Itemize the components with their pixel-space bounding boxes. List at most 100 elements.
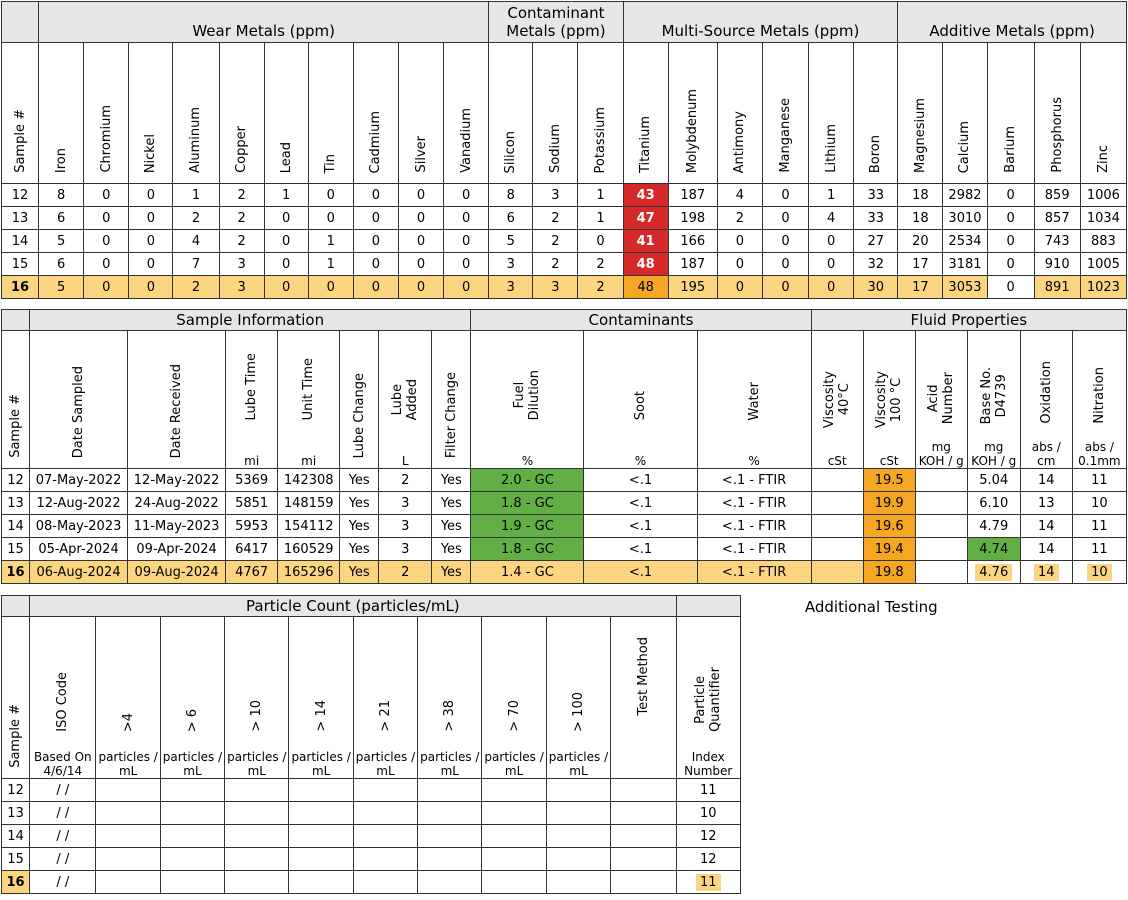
cell-empty xyxy=(481,824,547,848)
cell-fuel: 1.9 - GC xyxy=(470,514,585,538)
cell-lube-time: 5851 xyxy=(225,491,279,515)
cell-lube-change: Yes xyxy=(339,514,380,538)
cell-base: 6.10 xyxy=(966,491,1021,515)
cell: 2 xyxy=(532,229,579,253)
cell-empty xyxy=(417,778,483,802)
header-size-0: >4 particles / mL xyxy=(95,616,161,779)
cell-soot: <.1 xyxy=(583,491,698,515)
cell-empty xyxy=(288,847,354,871)
cell: 0 xyxy=(761,275,810,299)
header-label: Magnesium xyxy=(912,98,928,173)
cell: 4 xyxy=(172,229,220,253)
table-row: 14 5 0 0 4 2 0 1 0 0 0 5 2 0 41 166 0 0 0 27 20 2534 0 743 883 xyxy=(0,229,1128,253)
header-size-4: > 21 particles / mL xyxy=(352,616,419,779)
cell: 18 xyxy=(897,183,944,207)
cell-visc100: 19.5 xyxy=(862,468,916,492)
cell-unit-time: 154112 xyxy=(277,514,341,538)
cell-soot: <.1 xyxy=(583,537,698,561)
cell: 1023 xyxy=(1079,275,1128,299)
header-lube-added-unit: L xyxy=(401,454,409,468)
header-particle-quantifier-line: Particle xyxy=(693,675,709,724)
header-water-unit: % xyxy=(748,454,760,468)
cell: 2982 xyxy=(942,183,988,207)
header-manganese: Manganese xyxy=(761,42,810,184)
header-size-6-line: > 70 xyxy=(506,700,522,732)
header-tin: Tin xyxy=(307,42,354,184)
header-lube-added: Lube Added L xyxy=(378,330,433,469)
cell: 0 xyxy=(307,206,354,230)
header-size-6: > 70 particles / mL xyxy=(481,616,547,779)
cell-date-sampled: 12-Aug-2022 xyxy=(29,491,129,515)
cell: 3 xyxy=(218,252,265,276)
header-label: Tin xyxy=(323,153,339,173)
cell-empty xyxy=(352,801,419,825)
cell: 0 xyxy=(808,275,855,299)
cell: 15 xyxy=(0,252,40,276)
header-size-6-label: > 70 xyxy=(507,700,522,732)
cell-oxidation: 13 xyxy=(1019,491,1073,515)
table-row: 16 5 0 0 2 3 0 0 0 0 0 3 3 2 48 195 0 0 0 30 17 3053 0 891 1023 xyxy=(0,275,1128,299)
header-viscosity-40: Viscosity 40°C cSt xyxy=(810,330,864,469)
cell-base: 4.79 xyxy=(966,514,1021,538)
table-row: 12 8 0 0 1 2 1 0 0 0 0 8 3 1 43 187 4 0 1 33 18 2982 0 859 1006 xyxy=(0,183,1128,207)
header-size-3-label: > 14 xyxy=(314,700,329,732)
group-multi-source-metals: Multi-Source Metals (ppm) xyxy=(622,1,899,43)
cell: 0 xyxy=(443,206,490,230)
cell: 5 xyxy=(38,275,85,299)
cell-empty xyxy=(288,801,354,825)
header-sample-num-label: Sample # xyxy=(8,704,24,768)
header-lead: Lead xyxy=(263,42,309,184)
cell: 0 xyxy=(128,229,174,253)
header-label: Sample # xyxy=(12,109,28,173)
cell: 2 xyxy=(577,252,624,276)
cell-empty xyxy=(481,778,547,802)
cell-pq: 10 xyxy=(675,801,742,825)
cell: 0 xyxy=(397,252,445,276)
cell-empty xyxy=(417,801,483,825)
header-calcium: Calcium xyxy=(942,42,988,184)
cell: 3010 xyxy=(942,206,988,230)
cell: 1 xyxy=(307,252,354,276)
cell: 0 xyxy=(986,206,1035,230)
header-size-7-label: > 100 xyxy=(571,692,586,732)
header-label: Phosphorus xyxy=(1049,97,1065,173)
cell-visc100: 19.9 xyxy=(862,491,916,515)
cell-nitration: 10 xyxy=(1071,560,1128,584)
cell: 1 xyxy=(577,206,624,230)
header-viscosity-40-label: Viscosity 40°C xyxy=(822,371,852,428)
header-lube-time-unit: mi xyxy=(244,454,260,468)
cell: 48 xyxy=(622,275,669,299)
cell: 3053 xyxy=(942,275,988,299)
cell: 5 xyxy=(488,229,534,253)
cell-empty xyxy=(545,824,612,848)
header-water: Water% xyxy=(696,330,812,469)
cell: 0 xyxy=(263,275,309,299)
cell: 0 xyxy=(128,275,174,299)
header-label: Silver xyxy=(413,136,429,173)
header-phosphorus: Phosphorus xyxy=(1033,42,1081,184)
header-potassium: Potassium xyxy=(577,42,624,184)
cell-base: 5.04 xyxy=(966,468,1021,492)
header-acid-unit1: mg xyxy=(931,440,951,454)
header-label: Titanium xyxy=(638,116,654,173)
cell-empty xyxy=(159,778,226,802)
cell-empty xyxy=(545,778,612,802)
header-soot: Soot% xyxy=(583,330,698,469)
cell-lube-added: 2 xyxy=(378,468,433,492)
cell: 3 xyxy=(218,275,265,299)
cell-empty xyxy=(352,847,419,871)
header-size-7-unit: mL xyxy=(569,764,588,778)
cell: 27 xyxy=(853,229,899,253)
cell: 0 xyxy=(986,183,1035,207)
header-size-7-unit: particles / xyxy=(548,750,609,764)
header-size-6-unit: mL xyxy=(504,764,524,778)
header-label: Calcium xyxy=(957,120,973,173)
header-lube-time-label: Lube Time xyxy=(244,352,260,420)
header-size-5: > 38 particles / mL xyxy=(417,616,483,779)
table-row: 12 07-May-2022 12-May-2022 5369 142308 Yes 2 Ye… xyxy=(0,468,1128,492)
cell: 0 xyxy=(443,252,490,276)
cell: 0 xyxy=(761,229,810,253)
header-base-unit2: KOH / g xyxy=(971,454,1017,468)
header-size-4-unit: mL xyxy=(376,764,395,778)
header-label: Aluminum xyxy=(188,106,204,173)
